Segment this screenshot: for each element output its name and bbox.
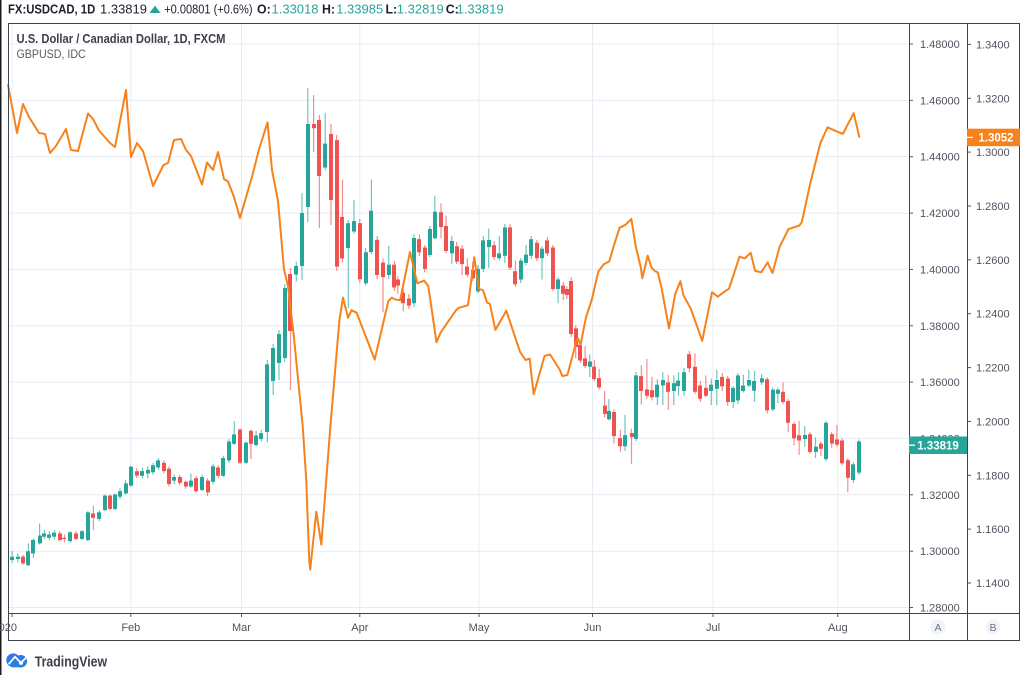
svg-text:1.2000: 1.2000 [976,416,1010,428]
svg-text:L:: L: [386,2,398,16]
svg-text:1.28000: 1.28000 [920,603,960,615]
svg-text:+0.00801 (+0.6%): +0.00801 (+0.6%) [164,2,252,17]
svg-text:1.48000: 1.48000 [920,39,960,51]
svg-text:1.2800: 1.2800 [976,201,1010,213]
svg-text:1.3400: 1.3400 [976,39,1010,51]
svg-text:1.44000: 1.44000 [920,152,960,164]
svg-text:U.S. Dollar / Canadian Dollar,: U.S. Dollar / Canadian Dollar, 1D, FXCM [17,31,226,46]
svg-text:H:: H: [322,2,335,16]
svg-text:1.33819: 1.33819 [917,440,959,452]
svg-text:1.42000: 1.42000 [920,208,960,220]
svg-text:May: May [469,622,490,634]
svg-text:TradingView: TradingView [35,652,107,670]
svg-text:Aug: Aug [828,622,848,634]
svg-text:2020: 2020 [0,622,17,634]
svg-text:B: B [989,622,996,634]
svg-text:Apr: Apr [351,622,368,634]
svg-text:Jun: Jun [584,622,602,634]
svg-text:1.2200: 1.2200 [976,363,1010,375]
svg-text:1.3000: 1.3000 [976,147,1010,159]
svg-text:1.40000: 1.40000 [920,264,960,276]
svg-text:Feb: Feb [121,622,140,634]
svg-text:1.33985: 1.33985 [336,2,383,17]
svg-text:1.3052: 1.3052 [978,133,1013,145]
svg-text:1.38000: 1.38000 [920,321,960,333]
svg-text:1.32819: 1.32819 [397,2,444,17]
svg-text:1.2600: 1.2600 [976,255,1010,267]
svg-text:1.1800: 1.1800 [976,470,1010,482]
svg-text:Mar: Mar [232,622,251,634]
svg-text:O:: O: [257,2,271,16]
svg-text:1.1400: 1.1400 [976,578,1010,590]
svg-text:1.30000: 1.30000 [920,546,960,558]
svg-text:1.3200: 1.3200 [976,93,1010,105]
svg-text:1.46000: 1.46000 [920,95,960,107]
svg-text:1.33819: 1.33819 [100,2,147,17]
svg-text:1.33018: 1.33018 [272,2,319,17]
svg-text:1.33819: 1.33819 [457,2,504,17]
svg-text:C:: C: [446,2,459,16]
svg-text:1.1600: 1.1600 [976,524,1010,536]
svg-text:Jul: Jul [706,622,720,634]
svg-text:1.32000: 1.32000 [920,490,960,502]
svg-text:1.36000: 1.36000 [920,377,960,389]
svg-text:FX:USDCAD, 1D: FX:USDCAD, 1D [8,2,95,17]
svg-text:A: A [934,622,941,634]
svg-text:GBPUSD, IDC: GBPUSD, IDC [17,48,86,61]
svg-text:1.2400: 1.2400 [976,309,1010,321]
